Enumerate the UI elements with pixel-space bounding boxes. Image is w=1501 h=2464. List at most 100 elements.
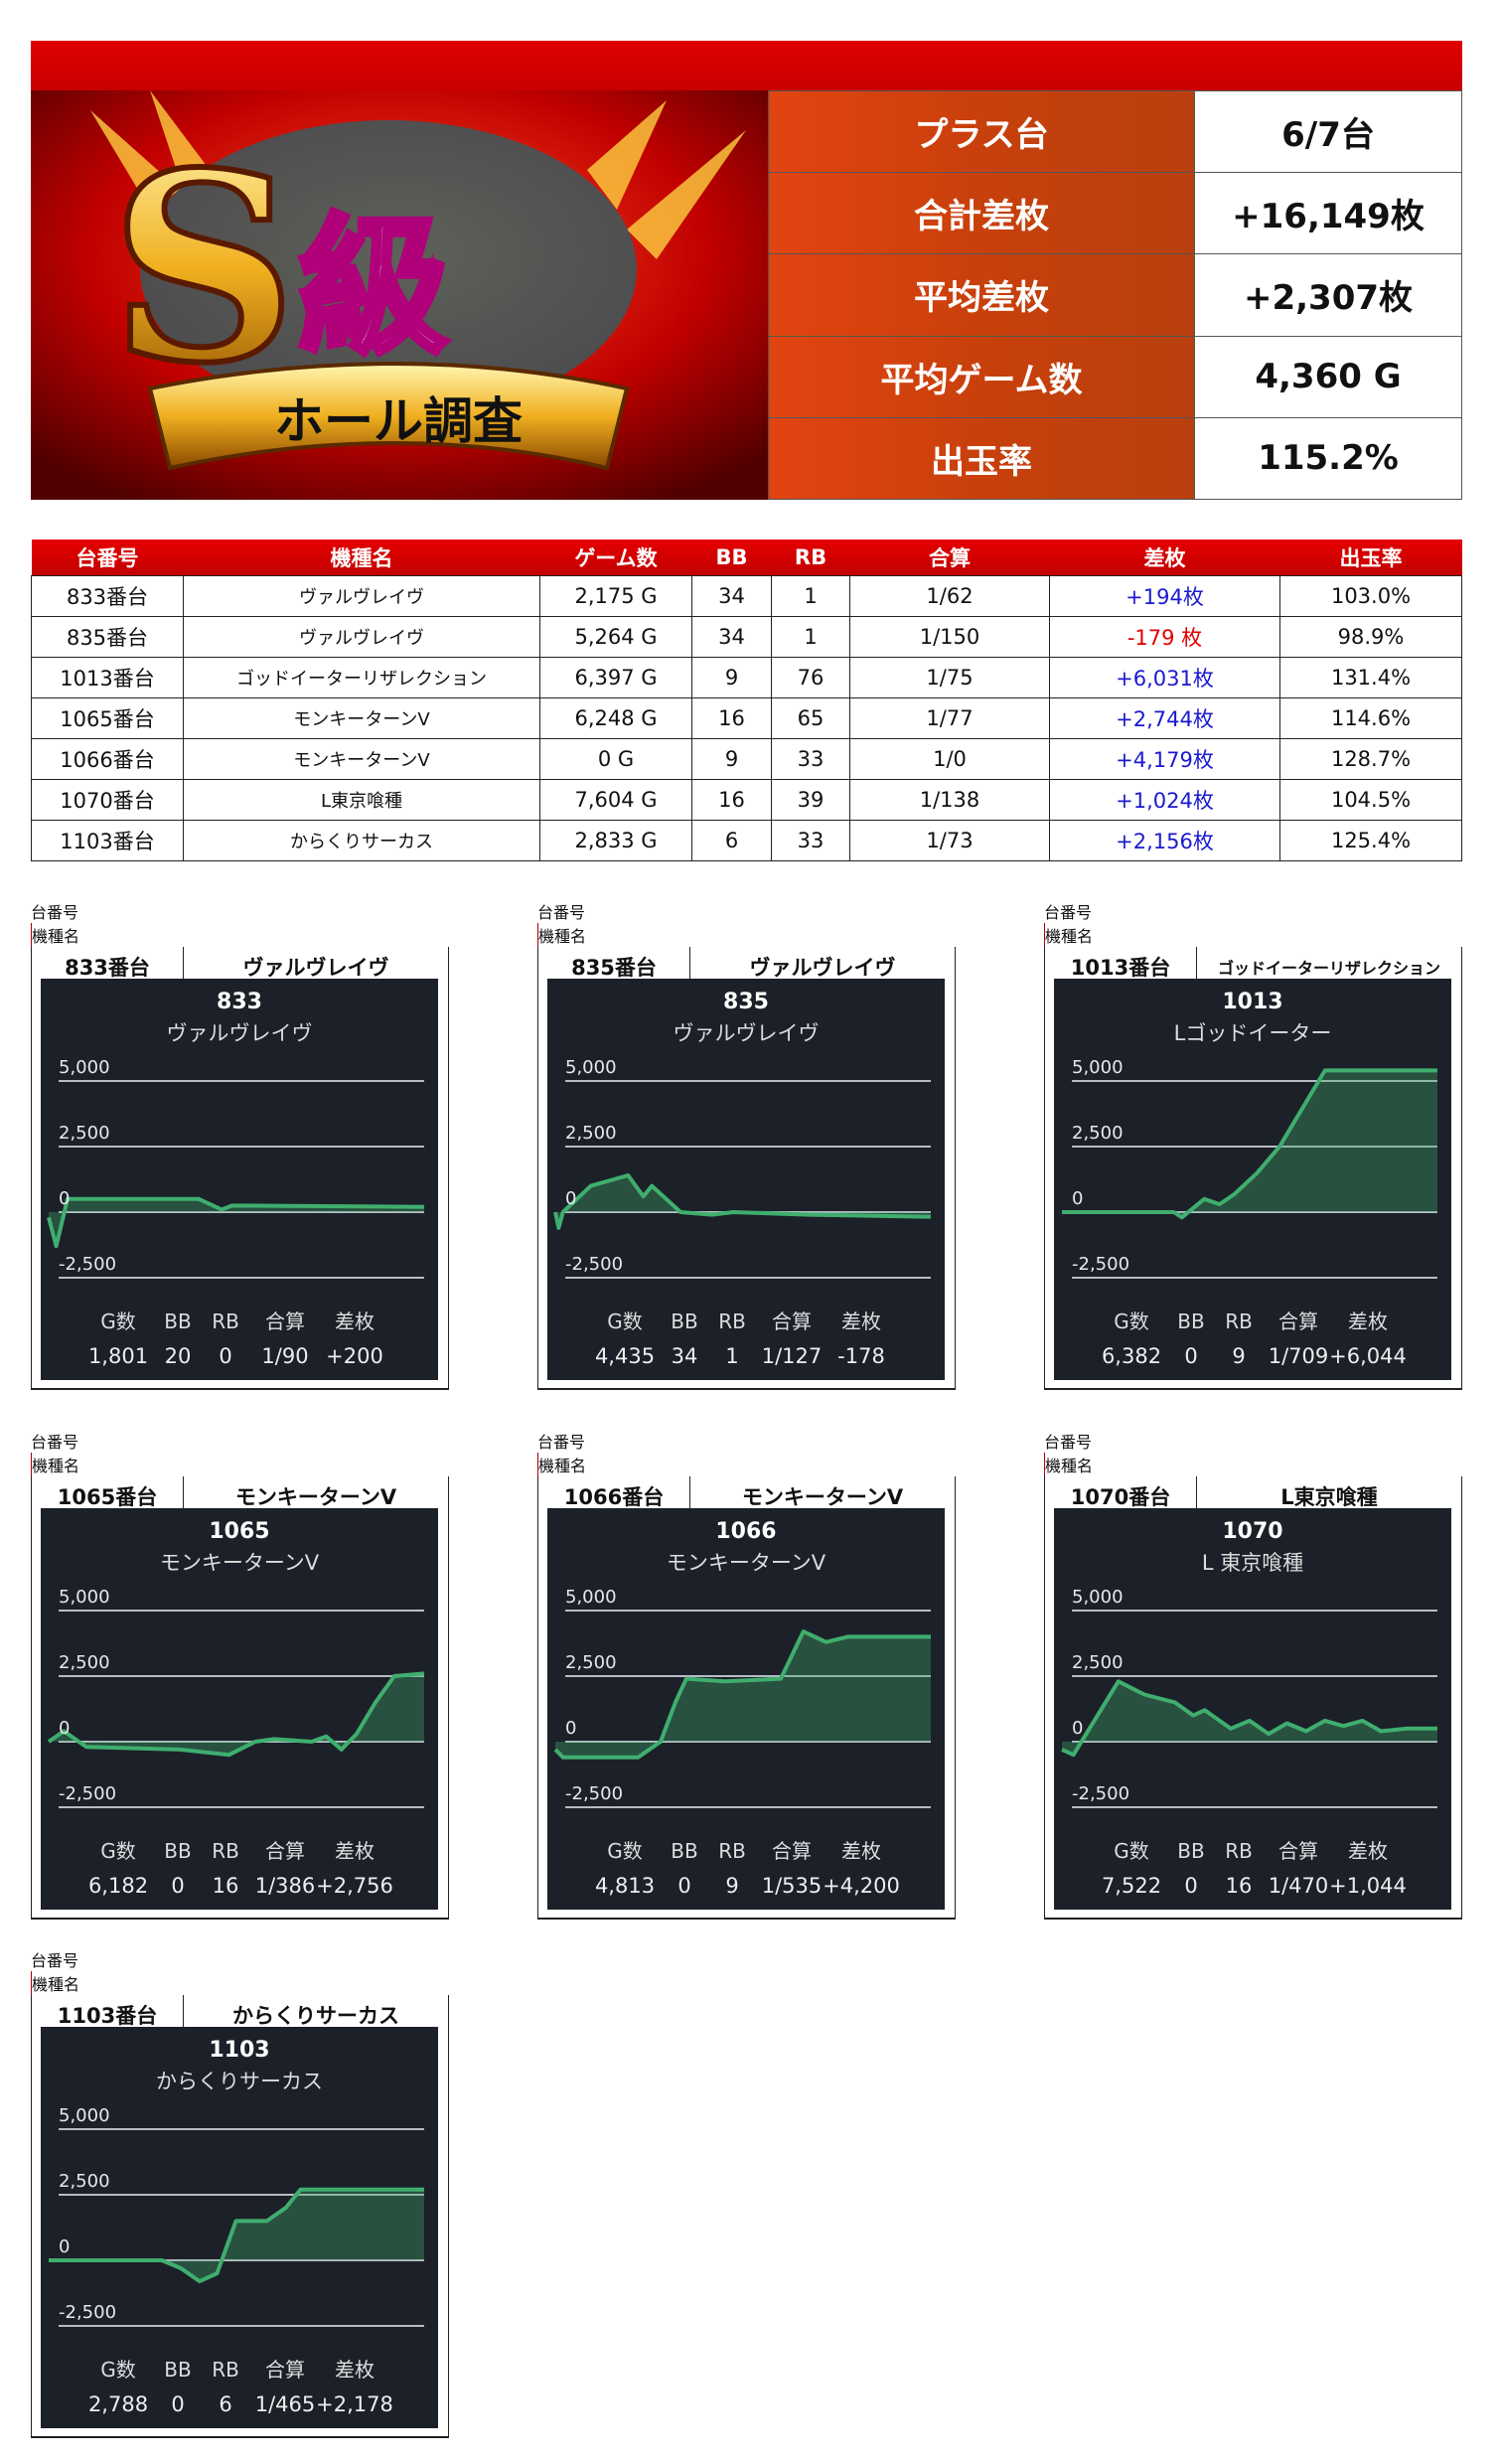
table-cell: 1/138 [849,778,1050,821]
table-cell: 104.5% [1279,778,1462,821]
table-cell: 2,175 G [539,574,692,617]
card-kind: モンキーターンV [183,1476,448,1516]
table-cell: ヴァルヴレイヴ [183,615,540,658]
stat-value: +6,044 [1329,1344,1407,1368]
slump-chart-panel: 1065 モンキーターンV 5,000 2,500 0 -2,500 G数 BB RB 合算 差枚 6… [41,1508,438,1910]
stat-header: G数 [607,1839,643,1863]
stat-header: 合算 [1278,1839,1318,1863]
stat-value: 1/470 [1269,1874,1329,1898]
chart-title: 833 [217,990,262,1014]
stat-header: 差枚 [335,1309,375,1333]
stat-value: 20 [165,1344,192,1368]
stat-header: 差枚 [841,1309,881,1333]
column-header: BB [691,539,772,575]
summary-value: +16,149枚 [1194,172,1462,255]
svg-text:S: S [110,117,297,420]
card-kind: ヴァルヴレイヴ [689,947,955,987]
table-cell: 6,397 G [539,656,692,698]
table-cell: +4,179枚 [1049,737,1280,780]
y-tick-label: 2,500 [59,1123,110,1144]
y-tick-label: 0 [59,1718,70,1739]
card-name-row: 833番台 ヴァルヴレイヴ [31,947,449,987]
summary-label: 合計差枚 [768,172,1195,255]
machine-card: 台番号 機種名 1065番台 モンキーターンV 1065 モンキーターンV 5,000 2,5… [31,1429,449,1920]
table-cell: 7,604 G [539,778,692,821]
table-cell: 9 [691,737,772,780]
table-cell: +2,744枚 [1049,696,1280,739]
slump-chart-panel: 1070 L 東京喰種 5,000 2,500 0 -2,500 G数 BB RB 合算 差枚 7,5… [1054,1508,1451,1910]
machine-card: 台番号 機種名 835番台 ヴァルヴレイヴ 835 ヴァルヴレイヴ 5,000 2,500 0-… [537,899,956,1390]
card-header-kind: 機種名 [1044,1453,1462,1476]
table-cell: 5,264 G [539,615,692,658]
table-cell: 2,833 G [539,819,692,861]
s-class-hall-survey-logo: S 級 ホール調査 [31,90,768,500]
card-name-row: 835番台 ヴァルヴレイヴ [537,947,956,987]
chart-series-line [553,1629,931,1760]
stat-value: 0 [171,1874,184,1898]
table-cell: L東京喰種 [183,778,540,821]
stat-header: BB [1177,1839,1204,1863]
machine-results-table: 台番号 機種名 ゲーム数 BB RB 合算 差枚 出玉率 833番台 ヴァルヴレイヴ 2,175 G… [31,539,1462,861]
stat-value: 6,182 [88,1874,148,1898]
stat-value: 4,435 [595,1344,655,1368]
stat-header: G数 [100,2358,136,2382]
slump-chart: 1065 モンキーターンV 5,000 2,500 0 -2,500 G数 BB RB 合算 差枚 6… [47,1519,425,1898]
card-right-border [955,1508,956,1920]
table-cell: 1/150 [849,615,1050,658]
table-cell: +2,156枚 [1049,819,1280,861]
stat-value: 34 [672,1344,698,1368]
table-cell: 65 [771,696,850,739]
chart-series-line [47,1196,425,1249]
stat-header: BB [164,2358,191,2382]
summary-label: 平均差枚 [768,253,1195,337]
y-tick-label: 2,500 [1072,1652,1124,1673]
stat-header: G数 [1114,1309,1149,1333]
column-header: 台番号 [31,539,184,575]
table-cell: 1/75 [849,656,1050,698]
stat-header: BB [164,1839,191,1863]
top-red-bar [31,41,1462,90]
table-row: 835番台 ヴァルヴレイヴ 5,264 G 34 1 1/150 -179 枚 98.9% [31,615,1462,658]
chart-title: 1013 [1222,990,1282,1014]
machine-card: 台番号 機種名 833番台 ヴァルヴレイヴ 833 ヴァルヴレイヴ 5,000 2,500 0-… [31,899,449,1390]
stat-value: 6 [219,2392,231,2416]
summary-value: 6/7台 [1194,89,1462,174]
y-tick-label: 2,500 [565,1123,617,1144]
summary-label: プラス台 [768,89,1195,174]
table-cell: 1/73 [849,819,1050,861]
stat-value: 6,382 [1102,1344,1161,1368]
card-kind: L東京喰種 [1196,1476,1461,1516]
stat-header: RB [1225,1309,1253,1333]
table-cell: 33 [771,819,850,861]
table-cell: 1 [771,574,850,617]
card-bottom-border [1044,1388,1462,1390]
card-name-row: 1066番台 モンキーターンV [537,1476,956,1516]
chart-series-line [49,2187,424,2284]
y-tick-label: 5,000 [59,1057,110,1078]
table-row: 1065番台 モンキーターンV 6,248 G 16 65 1/77 +2,744枚 114.… [31,696,1462,739]
stat-value: +200 [326,1344,383,1368]
stat-value: 7,522 [1102,1874,1161,1898]
slump-chart: 1013 Lゴッドイーター 5,000 2,500 0 -2,500 G数 BB RB 合算 差枚 6… [1062,990,1437,1368]
card-header-kind: 機種名 [31,1453,449,1476]
card-left-border [1044,979,1045,1390]
card-left-border [537,979,538,1390]
card-left-border [1044,1508,1045,1920]
stat-header: G数 [100,1309,136,1333]
table-cell: 76 [771,656,850,698]
stat-header: 差枚 [841,1839,881,1863]
chart-subtitle: ヴァルヴレイヴ [674,1021,820,1045]
summary-row: 出玉率 115.2% [768,416,1462,501]
table-row: 1103番台 からくりサーカス 2,833 G 6 33 1/73 +2,156枚 125.4… [31,819,1462,861]
slump-chart: 1070 L 東京喰種 5,000 2,500 0 -2,500 G数 BB RB 合算 差枚 7,5… [1061,1519,1437,1898]
card-name-row: 1013番台 ゴッドイーターリザレクション [1044,947,1462,987]
stat-value: 1,801 [88,1344,148,1368]
summary-row: 平均ゲーム数 4,360 G [768,335,1462,418]
stat-header: 差枚 [335,1839,375,1863]
card-left-border [31,2027,32,2438]
y-tick-label: 0 [1072,1718,1083,1739]
table-row: 1070番台 L東京喰種 7,604 G 16 39 1/138 +1,024枚 104.5% [31,778,1462,821]
stat-value: 0 [677,1874,690,1898]
table-cell: 16 [691,778,772,821]
stat-value: 9 [1232,1344,1245,1368]
